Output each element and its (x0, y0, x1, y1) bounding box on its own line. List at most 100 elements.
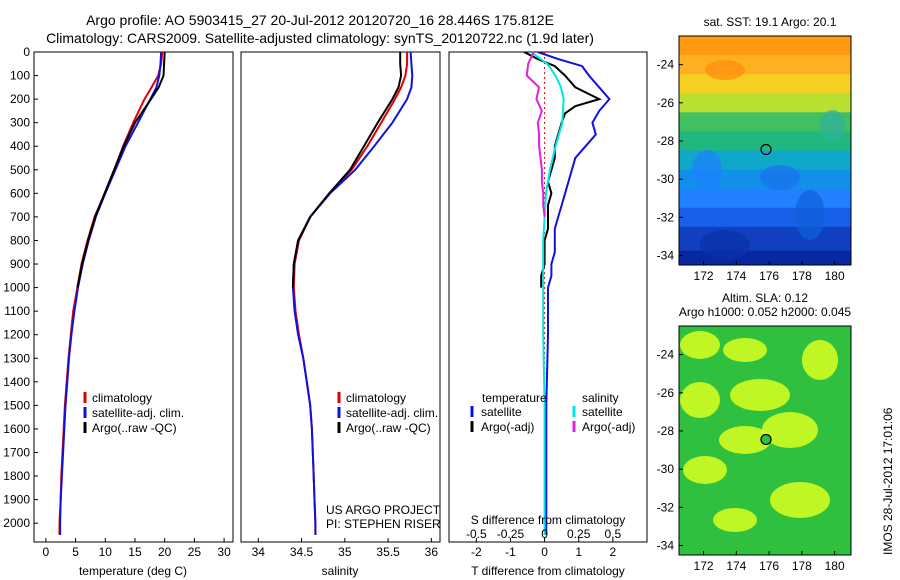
sla-high-patch (802, 340, 838, 380)
salinity-x-tick-label: 35.5 (376, 545, 400, 559)
temp-legend-satellite: satellite-adj. clim. (92, 406, 184, 420)
lon-tick-label: 174 (726, 559, 746, 573)
temperature-panel: 0100200300400500600700800900100011001200… (3, 45, 234, 578)
sst-band (679, 36, 851, 57)
temperature-x-tick-label: 10 (99, 545, 113, 559)
s-difference-tick-label: -0.25 (497, 527, 525, 541)
lon-tick-label: 178 (792, 269, 812, 283)
salinity-panel: 34 34.5 35 35.5 36 salinity climatology sate… (240, 51, 441, 578)
lat-tick-label: -24 (657, 58, 675, 72)
sst-band (679, 207, 851, 228)
sst-band (679, 112, 851, 133)
t-difference-x-tick-label: 2 (610, 545, 617, 559)
sla-high-patch (770, 482, 830, 518)
temperature-x-tick-label: 20 (158, 545, 172, 559)
depth-tick-label: 700 (10, 210, 30, 224)
diff-legend-t-satellite: satellite (481, 405, 522, 419)
sst-band (679, 55, 851, 76)
depth-tick-label: 1400 (3, 375, 30, 389)
salinity-x-tick-label: 34 (252, 545, 266, 559)
diff-legend-t-argo: Argo(-adj) (481, 420, 534, 434)
lat-tick-label: -32 (657, 210, 675, 224)
t-difference-label: T difference from climatology (471, 564, 625, 578)
sla-map-panel: Altim. SLA: 0.12 Argo h1000: 0.052 h2000… (657, 291, 881, 573)
sla-high-patch (730, 379, 790, 411)
lat-tick-label: -30 (657, 462, 675, 476)
sla-high-patch (683, 456, 727, 484)
lon-tick-label: 180 (825, 269, 845, 283)
lat-tick-label: -34 (657, 248, 675, 262)
salinity-legend: climatology satellite-adj. clim. Argo(..… (337, 391, 438, 435)
sal-legend-argo: Argo(..raw -QC) (346, 421, 431, 435)
t-difference-x-tick-label: 0 (541, 545, 548, 559)
depth-tick-label: 1300 (3, 351, 30, 365)
difference-panel: -2 -1 0 1 2 -0.5 -0.25 0 0.25 0.5 S difference f… (448, 51, 648, 578)
lon-tick-label: 176 (759, 269, 779, 283)
sst-map-panel: sat. SST: 19.1 Argo: 20.1 172 174 176 178 18… (657, 15, 881, 283)
temperature-x-tick-label: 0 (43, 545, 50, 559)
s-difference-tick-label: 0.25 (567, 527, 591, 541)
lon-tick-label: 176 (759, 559, 779, 573)
figure-title-line1: Argo profile: AO 5903415_27 20-Jul-2012 … (86, 12, 554, 28)
sst-band (679, 150, 851, 171)
depth-tick-label: 1900 (3, 493, 30, 507)
lon-tick-label: 174 (726, 269, 746, 283)
figure-title-line2: Climatology: CARS2009. Satellite-adjuste… (46, 30, 594, 46)
difference-series-salinity-argo-adj- (525, 52, 546, 218)
temperature-x-tick-label: 5 (72, 545, 79, 559)
sst-texture (705, 60, 745, 80)
difference-series-temperature-argo-adj- (523, 52, 602, 288)
project-credit: US ARGO PROJECT (326, 503, 441, 517)
sal-legend-climatology: climatology (346, 391, 406, 405)
lat-tick-label: -32 (657, 500, 675, 514)
depth-tick-label: 200 (10, 92, 30, 106)
t-difference-x-tick-label: -1 (505, 545, 516, 559)
salinity-x-tick-label: 34.5 (290, 545, 314, 559)
sst-land-gap (851, 36, 881, 265)
diff-legend-salinity-header: salinity (582, 391, 619, 405)
s-difference-label: S difference from climatology (471, 513, 626, 527)
s-difference-tick-label: 0.5 (605, 527, 622, 541)
depth-tick-label: 400 (10, 139, 30, 153)
lat-tick-label: -26 (657, 96, 675, 110)
sst-texture (760, 165, 800, 190)
depth-tick-label: 800 (10, 233, 30, 247)
depth-tick-label: 2000 (3, 516, 30, 530)
sla-high-patch (680, 382, 720, 418)
temp-legend-climatology: climatology (92, 391, 152, 405)
lat-tick-label: -24 (657, 348, 675, 362)
depth-tick-label: 1700 (3, 445, 30, 459)
temperature-xlabel: temperature (deg C) (79, 564, 187, 578)
temperature-x-tick-label: 30 (217, 545, 231, 559)
lat-tick-label: -30 (657, 172, 675, 186)
sla-land-gap (851, 326, 881, 555)
depth-tick-label: 1500 (3, 398, 30, 412)
sst-texture (700, 230, 750, 260)
lat-tick-label: -28 (657, 134, 675, 148)
salinity-xlabel: salinity (322, 564, 359, 578)
t-difference-x-tick-label: -2 (471, 545, 482, 559)
depth-tick-label: 1100 (4, 304, 30, 318)
timestamp: IMOS 28-Jul-2012 17:01:06 (881, 407, 895, 555)
lat-tick-label: -26 (657, 386, 675, 400)
sst-map-title: sat. SST: 19.1 Argo: 20.1 (704, 15, 837, 29)
depth-tick-label: 300 (10, 116, 30, 130)
sla-high-patch (762, 412, 818, 448)
diff-legend-temperature-header: temperature (482, 391, 547, 405)
sst-band (679, 131, 851, 152)
sla-high-patch (680, 331, 720, 359)
s-difference-tick-label: -0.5 (466, 527, 487, 541)
s-difference-tick-label: 0 (541, 527, 548, 541)
sla-float-marker (760, 433, 772, 446)
sla-map-frame (678, 325, 852, 556)
salinity-axes-box (240, 51, 441, 543)
sal-legend-satellite: satellite-adj. clim. (346, 406, 438, 420)
lat-tick-label: -34 (657, 538, 675, 552)
sst-band (679, 93, 851, 114)
depth-tick-label: 900 (10, 257, 30, 271)
salinity-x-tick-label: 36 (425, 545, 439, 559)
sst-map-frame (678, 35, 852, 266)
temperature-x-tick-label: 25 (188, 545, 202, 559)
sst-texture (795, 190, 825, 240)
